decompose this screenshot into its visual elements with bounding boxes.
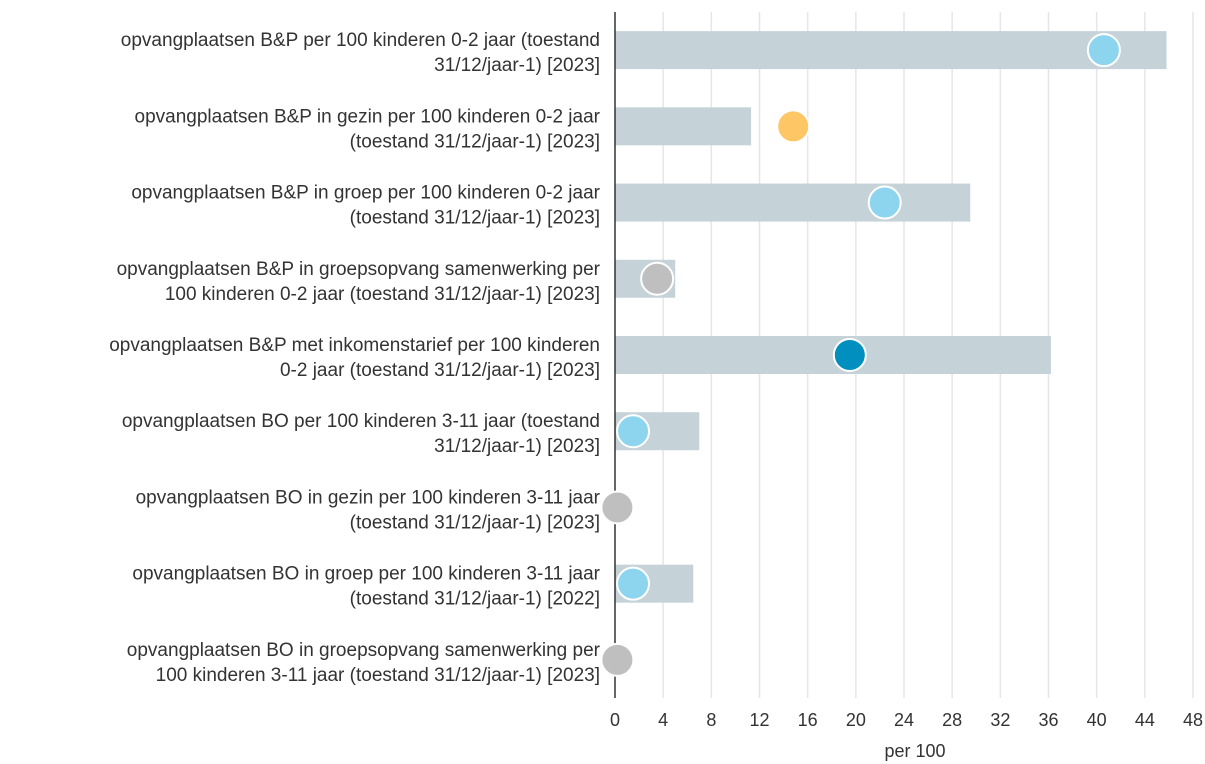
data-point[interactable] (867, 185, 902, 220)
x-tick-label: 40 (1087, 710, 1107, 730)
x-tick-label: 20 (846, 710, 866, 730)
category-label: opvangplaatsen B&P in groep per 100 kind… (131, 183, 600, 229)
category-label: opvangplaatsen BO per 100 kinderen 3-11 … (122, 411, 600, 457)
points (600, 33, 1121, 677)
x-tick-label: 4 (658, 710, 668, 730)
x-tick-label: 8 (706, 710, 716, 730)
data-point[interactable] (616, 566, 651, 601)
data-point[interactable] (600, 642, 635, 677)
data-point[interactable] (640, 261, 675, 296)
category-label: opvangplaatsen BO in groep per 100 kinde… (132, 564, 600, 610)
category-label: opvangplaatsen B&P in gezin per 100 kind… (135, 106, 601, 152)
x-tick-label: 48 (1183, 710, 1203, 730)
x-tick-label: 0 (610, 710, 620, 730)
category-label: opvangplaatsen B&P in groepsopvang samen… (117, 259, 601, 305)
x-tick-label: 44 (1135, 710, 1155, 730)
x-tick-label: 28 (942, 710, 962, 730)
bars (615, 31, 1167, 603)
bar[interactable] (615, 31, 1167, 70)
x-tick-label: 32 (990, 710, 1010, 730)
data-point[interactable] (776, 109, 811, 144)
data-point[interactable] (1086, 33, 1121, 68)
bar[interactable] (615, 107, 752, 146)
category-label: opvangplaatsen B&P per 100 kinderen 0-2 … (121, 30, 600, 76)
x-axis-ticks: 0 4 8 12 16 20 24 28 32 36 40 44 48 (610, 710, 1203, 730)
x-tick-label: 24 (894, 710, 914, 730)
x-tick-label: 12 (749, 710, 769, 730)
x-tick-label: 36 (1038, 710, 1058, 730)
data-point[interactable] (832, 338, 867, 372)
category-labels: opvangplaatsen B&P per 100 kinderen 0-2 … (109, 30, 600, 686)
x-tick-label: 16 (798, 710, 818, 730)
category-label: opvangplaatsen B&P met inkomenstarief pe… (109, 335, 600, 381)
data-point[interactable] (600, 490, 635, 525)
category-label: opvangplaatsen BO in gezin per 100 kinde… (136, 487, 601, 533)
x-axis-title: per 100 (884, 741, 945, 761)
data-point[interactable] (616, 414, 651, 449)
category-label: opvangplaatsen BO in groepsopvang samenw… (127, 640, 601, 686)
bar[interactable] (615, 183, 971, 222)
